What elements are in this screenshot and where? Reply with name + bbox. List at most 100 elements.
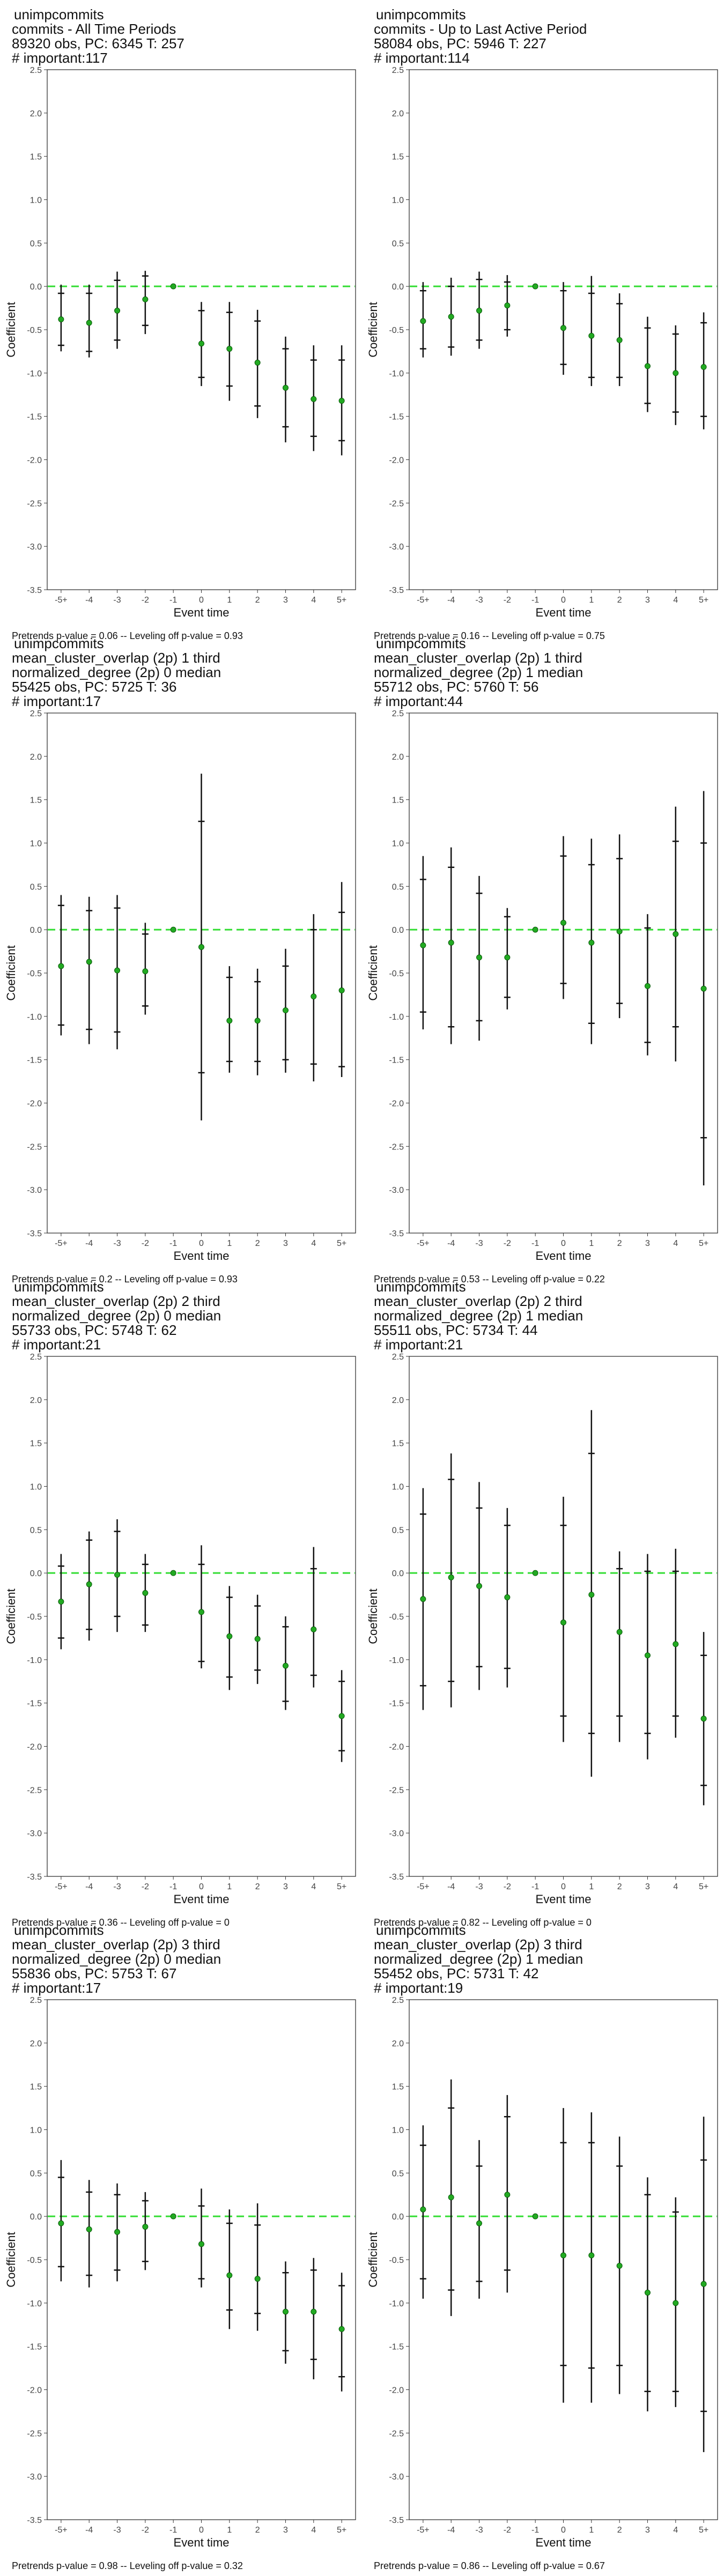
point-estimate [170,1570,176,1576]
point-estimate [560,1619,566,1625]
point-estimate [588,1592,595,1598]
x-tick-label: 4 [311,1882,316,1891]
y-tick-label: -3.0 [27,543,42,552]
x-tick-label: -5+ [417,596,430,605]
chart-title-line: # important:21 [374,1337,463,1353]
x-tick-label: -1 [531,596,539,605]
x-tick-label: -2 [142,2526,149,2535]
point-estimate [198,1609,204,1615]
y-tick-label: 2.0 [392,109,404,118]
x-axis-label: Event time [536,2536,592,2549]
y-tick-label: -3.0 [389,543,404,552]
x-tick-label: 3 [283,2526,288,2535]
y-tick-label: 2.0 [30,109,42,118]
chart-title-line: 55425 obs, PC: 5725 T: 36 [12,679,176,695]
y-tick-label: -0.5 [27,969,42,978]
y-tick-label: -1.0 [27,2299,42,2308]
y-tick-label: -3.0 [27,1829,42,1838]
chart-title-line: commits - Up to Last Active Period [374,21,587,37]
y-tick-label: -3.5 [27,1873,42,1882]
x-tick-label: 1 [227,2526,232,2535]
point-estimate [673,370,679,376]
y-tick-label: -2.5 [389,1142,404,1152]
y-tick-label: 1.0 [392,1483,404,1492]
chart-title-line: mean_cluster_overlap (2p) 3 third [12,1936,220,1953]
y-tick-label: -0.5 [27,2256,42,2265]
x-tick-label: 0 [561,1239,566,1248]
chart-title-line: # important:17 [12,693,101,709]
y-tick-label: -0.5 [27,1613,42,1622]
chart-title-line: normalized_degree (2p) 1 median [374,1308,583,1324]
x-tick-label: 0 [561,1882,566,1891]
x-tick-label: -3 [113,1882,121,1891]
y-tick-label: 2.5 [392,1353,404,1362]
y-axis-label: Coefficient [366,1588,380,1644]
point-estimate [616,2262,623,2269]
chart-title-line: unimpcommits [376,1279,466,1295]
point-estimate [86,320,92,326]
point-estimate [198,944,204,950]
chart-title-line: unimpcommits [376,6,466,23]
point-estimate [254,1018,261,1024]
point-estimate [254,2276,261,2282]
y-tick-label: -1.0 [389,1656,404,1665]
point-estimate [226,2272,233,2278]
y-tick-label: -1.0 [389,2299,404,2308]
x-tick-label: 0 [199,1239,204,1248]
y-tick-label: -2.0 [389,456,404,465]
y-tick-label: -2.5 [27,1786,42,1795]
x-tick-label: -1 [531,2526,539,2535]
x-tick-label: 4 [311,2526,316,2535]
x-tick-label: 1 [589,1239,594,1248]
y-tick-label: -1.5 [389,1056,404,1065]
chart-title-line: unimpcommits [14,6,104,23]
y-tick-label: 2.0 [30,1396,42,1405]
y-tick-label: 2.5 [30,1353,42,1362]
x-tick-label: 4 [311,596,316,605]
chart-title-line: normalized_degree (2p) 1 median [374,664,583,680]
x-tick-label: 5+ [699,1882,708,1891]
point-estimate [560,325,566,331]
x-tick-label: -5+ [417,2526,430,2535]
y-tick-label: 1.5 [392,153,404,162]
y-tick-label: 0.5 [392,2169,404,2178]
chart-footer: Pretrends p-value = 0.82 -- Leveling off… [374,1917,592,1928]
y-tick-label: 0.0 [392,1569,404,1578]
x-tick-label: 1 [227,1239,232,1248]
point-estimate [448,939,454,946]
point-estimate [114,1571,121,1578]
point-estimate [532,926,538,933]
x-tick-label: 5+ [699,1239,708,1248]
point-estimate [532,283,538,289]
point-estimate [142,968,149,975]
y-tick-label: -3.5 [389,1229,404,1238]
chart-title-line: # important:44 [374,693,463,709]
y-tick-label: -3.5 [389,586,404,595]
x-tick-label: -2 [504,596,511,605]
point-estimate [226,1633,233,1639]
x-tick-label: 3 [645,596,650,605]
point-estimate [616,928,623,934]
point-estimate [504,954,511,961]
point-estimate [673,931,679,937]
x-tick-label: 3 [645,1882,650,1891]
y-tick-label: 1.0 [392,2126,404,2135]
x-tick-label: 3 [645,2526,650,2535]
y-tick-label: 0.5 [392,882,404,892]
point-estimate [532,1570,538,1576]
y-tick-label: -1.5 [27,1056,42,1065]
point-estimate [311,396,317,402]
point-estimate [588,2252,595,2259]
x-tick-label: 1 [589,1882,594,1891]
x-tick-label: 5+ [337,1882,346,1891]
x-tick-label: 1 [589,2526,594,2535]
x-axis-label: Event time [536,1249,592,1263]
y-tick-label: -2.0 [389,2386,404,2395]
y-tick-label: -3.5 [389,1873,404,1882]
y-axis-label: Coefficient [366,2232,380,2288]
y-tick-label: -3.5 [27,2516,42,2525]
